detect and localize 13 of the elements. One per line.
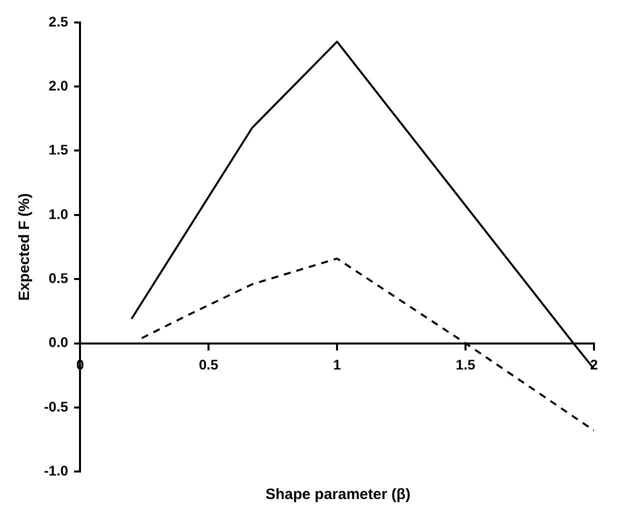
y-tick-label: 0.5 bbox=[48, 270, 68, 286]
y-tick-label: 1.0 bbox=[48, 206, 68, 222]
x-tick-label: 0.5 bbox=[198, 356, 219, 373]
x-tick-label: 1 bbox=[333, 356, 342, 373]
y-tick-label: 1.5 bbox=[48, 142, 68, 158]
y-tick-label: -1.0 bbox=[44, 462, 68, 478]
y-tick-label: 2.0 bbox=[48, 77, 68, 94]
y-tick-label: 2.5 bbox=[48, 13, 68, 30]
y-tick-label: -0.5 bbox=[44, 398, 68, 414]
x-tick-label: 1.5 bbox=[456, 356, 476, 373]
x-axis-title: Shape parameter (β) bbox=[264, 486, 412, 503]
y-tick-label: 0.0 bbox=[48, 334, 68, 350]
y-axis-title: Expected F (%) bbox=[16, 193, 34, 301]
